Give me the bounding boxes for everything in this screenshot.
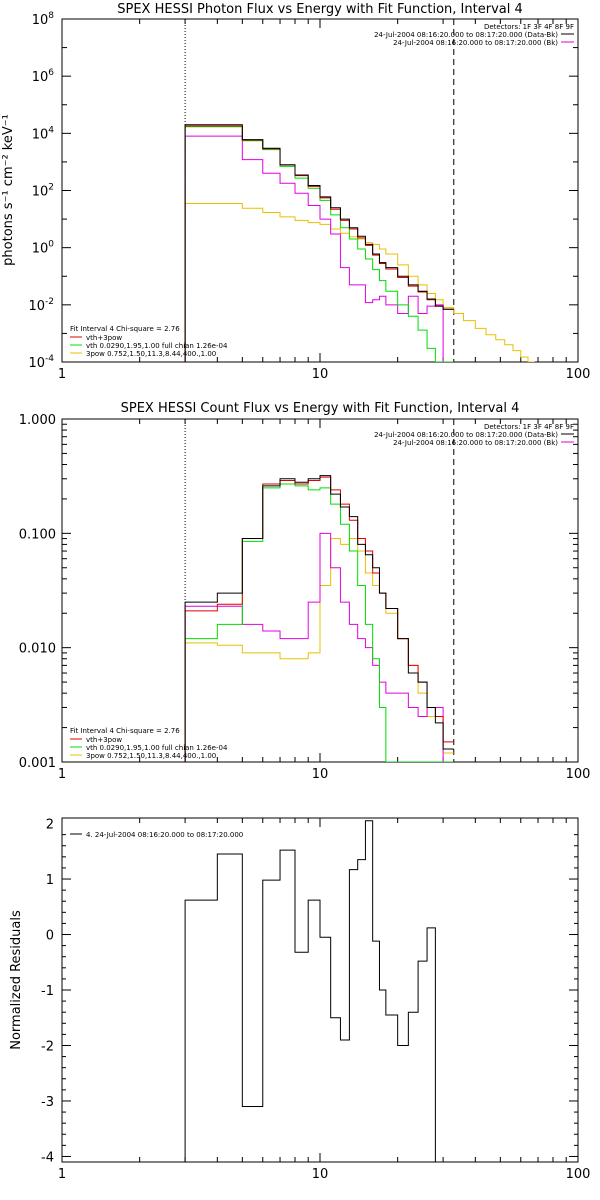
- photon-ytick-label: 104: [32, 125, 55, 142]
- residual-ytick-label: 2: [46, 818, 54, 833]
- residual-ytick-label: 0: [46, 929, 54, 944]
- count-legend-vth3pow: vth+3pow: [86, 736, 122, 744]
- residual-xtick-label: 10: [312, 1167, 329, 1182]
- residuals-frame: [61, 817, 579, 1163]
- photon-xtick-label: 100: [566, 367, 591, 382]
- count-legend-data-bk: 24-Jul-2004 08:16:20.000 to 08:17:20.000…: [374, 431, 558, 439]
- count-ytick-label: 1.000: [19, 413, 56, 428]
- count-xtick-label: 10: [312, 767, 329, 782]
- photon-ytick-label: 100: [32, 240, 55, 257]
- photon-ytick-label: 106: [32, 68, 55, 85]
- count-legend-bk: 24-Jul-2004 08:16:20.000 to 08:17:20.000…: [393, 439, 558, 447]
- residual-ytick-label: -1: [41, 984, 54, 999]
- photon-ytick-label: 102: [32, 183, 54, 200]
- residual-ytick-label: 1: [46, 873, 54, 888]
- photon-series-2-step: [184, 126, 454, 362]
- residual-xtick-label: 1: [58, 1167, 66, 1182]
- residuals-panel: Normalized Residuals 4. 24-Jul-2004 08:1…: [9, 817, 591, 1182]
- residuals-ylabel: Normalized Residuals: [9, 910, 24, 1050]
- photon-flux-ylabel: photons s⁻¹ cm⁻² keV⁻¹: [1, 114, 16, 266]
- count-legend-detectors: Detectors: 1F 3F 4F 8F 9F: [484, 423, 574, 431]
- residual-xtick-label: 100: [566, 1167, 591, 1182]
- photon-legend-3pow: 3pow 0.752,1.50,11.3,8.44,400.,1.00: [86, 350, 216, 358]
- count-series-4-step: [184, 538, 454, 762]
- photon-ytick-label: 10-4: [28, 354, 54, 371]
- photon-series-0-step: [184, 124, 454, 362]
- count-ytick-label: 0.010: [19, 642, 56, 657]
- count-flux-panel: SPEX HESSI Count Flux vs Energy with Fit…: [19, 401, 591, 782]
- photon-legend-bk: 24-Jul-2004 08:16:20.000 to 08:17:20.000…: [393, 39, 558, 47]
- photon-legend-vth3pow: vth+3pow: [86, 334, 122, 342]
- photon-legend-data-bk: 24-Jul-2004 08:16:20.000 to 08:17:20.000…: [374, 31, 558, 39]
- count-flux-title: SPEX HESSI Count Flux vs Energy with Fit…: [121, 401, 520, 416]
- count-series-2-step: [184, 483, 454, 762]
- count-series-0-step: [184, 475, 454, 762]
- photon-series-1-step: [184, 125, 454, 362]
- photon-series-3-step: [184, 135, 454, 362]
- photon-legend-detectors: Detectors: 1F 3F 4F 8F 9F: [484, 23, 574, 31]
- photon-xtick-label: 1: [58, 367, 66, 382]
- photon-xtick-label: 10: [312, 367, 329, 382]
- residual-series-0-step: [184, 820, 454, 1162]
- count-legend-3pow: 3pow 0.752,1.50,11.3,8.44,400.,1.00: [86, 752, 216, 760]
- count-ytick-label: 0.100: [19, 527, 56, 542]
- photon-flux-panel: SPEX HESSI Photon Flux vs Energy with Fi…: [1, 2, 590, 382]
- residual-ytick-label: -4: [41, 1150, 54, 1165]
- photon-series-4-step: [184, 203, 535, 362]
- residual-ytick-label: -3: [41, 1095, 54, 1110]
- count-series-3-step: [184, 532, 454, 762]
- photon-ytick-label: 108: [32, 11, 55, 28]
- count-xtick-label: 100: [566, 767, 591, 782]
- count-series-1-step: [184, 476, 454, 762]
- count-legend-fit-interval: Fit Interval 4 Chi-square = 2.76: [70, 727, 180, 735]
- residual-ytick-label: -2: [41, 1039, 54, 1054]
- photon-flux-title: SPEX HESSI Photon Flux vs Energy with Fi…: [117, 2, 523, 17]
- count-xtick-label: 1: [58, 767, 66, 782]
- residuals-legend: 4. 24-Jul-2004 08:16:20.000 to 08:17:20.…: [86, 831, 243, 839]
- photon-legend-vth: vth 0.0290,1.95,1.00 full chian 1.26e-04: [86, 342, 228, 350]
- count-ytick-label: 0.001: [19, 756, 56, 771]
- photon-legend-fit-interval: Fit Interval 4 Chi-square = 2.76: [70, 325, 180, 333]
- count-legend-vth: vth 0.0290,1.95,1.00 full chian 1.26e-04: [86, 744, 228, 752]
- photon-ytick-label: 10-2: [28, 297, 54, 314]
